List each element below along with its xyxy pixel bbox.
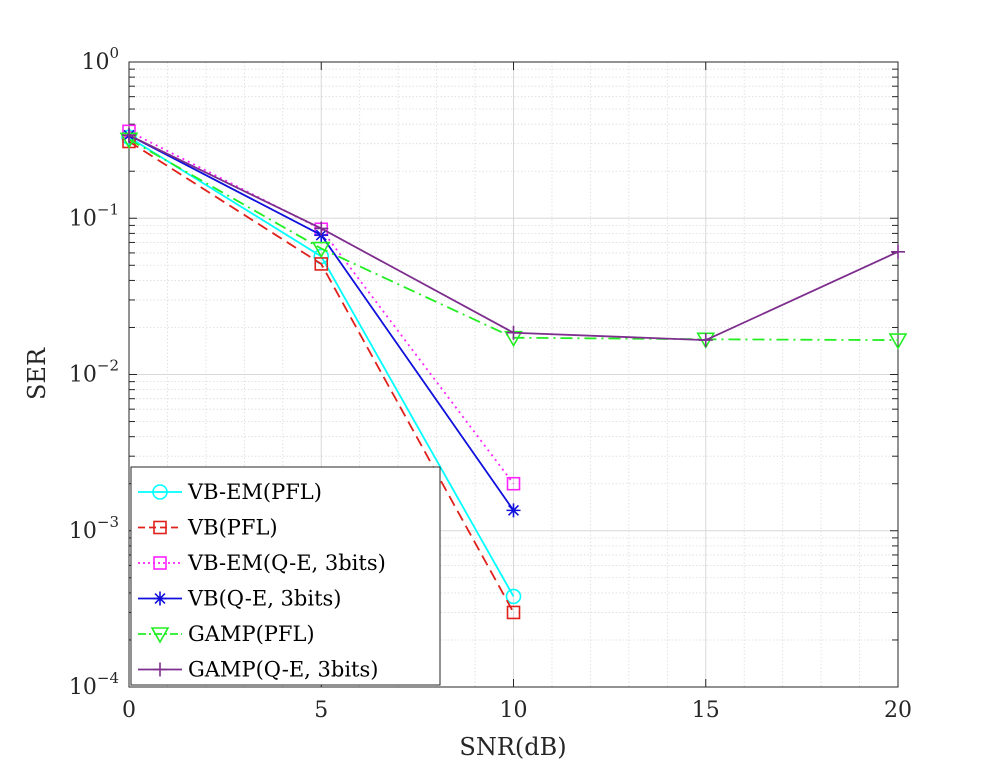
legend-label: VB(PFL) bbox=[187, 516, 278, 540]
legend-item-vb-em-pfl: VB-EM(PFL) bbox=[138, 480, 322, 504]
data-point-vb-pfl bbox=[506, 605, 521, 620]
y-tick-label: 10−4 bbox=[69, 669, 119, 700]
x-tick-label: 15 bbox=[692, 698, 720, 723]
x-tick-label: 5 bbox=[314, 698, 328, 723]
legend-label: GAMP(PFL) bbox=[188, 622, 315, 646]
y-axis-label: SER bbox=[23, 347, 51, 400]
legend-marker bbox=[150, 627, 170, 644]
legend-item-gamp-pfl: GAMP(PFL) bbox=[138, 622, 315, 646]
legend-item-vb-pfl: VB(PFL) bbox=[138, 516, 278, 540]
legend-label: VB(Q-E, 3bits) bbox=[187, 587, 341, 611]
series-line-vb-pfl bbox=[128, 140, 515, 613]
legend-label: GAMP(Q-E, 3bits) bbox=[188, 658, 378, 682]
legend-marker bbox=[153, 520, 167, 535]
series-gamp-q-e-3bits bbox=[122, 128, 905, 348]
data-point-vb-em-q-e-3bits bbox=[506, 476, 521, 491]
data-point-gamp-q-e-3bits bbox=[314, 221, 329, 236]
series-layer bbox=[119, 124, 908, 620]
x-tick-labels: 0 5 10 15 20 bbox=[122, 698, 912, 723]
x-tick-label: 20 bbox=[884, 698, 912, 723]
data-point-gamp-q-e-3bits bbox=[698, 333, 713, 348]
x-axis-label: SNR(dB) bbox=[459, 733, 566, 761]
y-tick-label: 10−2 bbox=[69, 357, 119, 388]
legend-item-vb-q-e-3bits: VB(Q-E, 3bits) bbox=[138, 587, 341, 611]
data-point-vb-em-pfl bbox=[505, 588, 522, 605]
y-tick-label: 10−1 bbox=[69, 200, 119, 231]
y-tick-label: 10−3 bbox=[69, 513, 119, 544]
legend-label: VB-EM(PFL) bbox=[187, 480, 322, 504]
data-point-gamp-q-e-3bits bbox=[122, 128, 136, 143]
data-point-gamp-q-e-3bits bbox=[891, 244, 905, 259]
x-tick-label: 0 bbox=[122, 698, 136, 723]
legend-marker bbox=[153, 556, 167, 570]
y-tick-labels: 100 10−1 10−2 10−3 10−4 bbox=[69, 44, 119, 700]
data-point-gamp-pfl bbox=[311, 241, 331, 259]
legend-box bbox=[130, 466, 441, 686]
legend-marker bbox=[153, 591, 167, 606]
data-point-vb-q-e-3bits bbox=[506, 503, 521, 518]
legend: VB-EM(PFL) VB(PFL) VB-EM(Q-E, 3bits) VB(Q-E… bbox=[130, 466, 441, 686]
legend-marker bbox=[152, 484, 168, 500]
data-point-gamp-pfl bbox=[888, 333, 908, 350]
y-tick-label: 100 bbox=[81, 44, 119, 75]
legend-item-vb-em-q-e-3bits: VB-EM(Q-E, 3bits) bbox=[138, 551, 386, 575]
legend-item-gamp-q-e-3bits: GAMP(Q-E, 3bits) bbox=[138, 658, 378, 682]
legend-marker bbox=[153, 662, 167, 677]
x-tick-label: 10 bbox=[500, 698, 528, 723]
data-point-gamp-q-e-3bits bbox=[506, 325, 521, 340]
legend-label: VB-EM(Q-E, 3bits) bbox=[187, 551, 386, 575]
